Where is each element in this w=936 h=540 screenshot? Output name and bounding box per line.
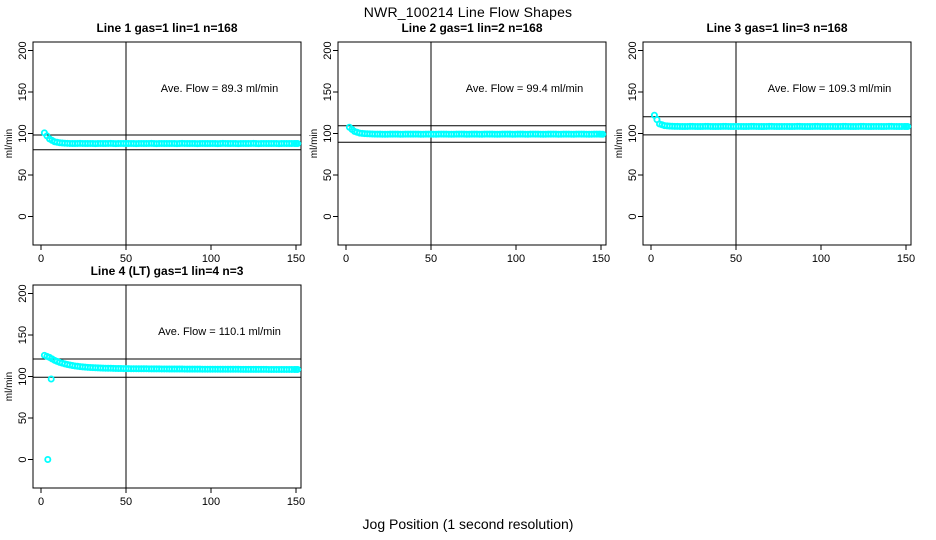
- panel-title: Line 4 (LT) gas=1 lin=4 n=3: [91, 264, 244, 278]
- x-tick-label: 150: [897, 253, 915, 262]
- flow-point: [904, 123, 912, 131]
- flow-panel-line-4: 0 50 100 150 0 50 100 150 200 ml/min Line 4 (LT) g…: [0, 261, 312, 508]
- x-tick-label: 50: [425, 253, 437, 262]
- x-tick-label: 100: [812, 253, 830, 262]
- flow-point: [294, 365, 302, 373]
- flow-outlier-point: [44, 455, 52, 463]
- x-tick-label: 50: [120, 496, 132, 505]
- y-tick-label: 100: [322, 124, 334, 142]
- x-tick-label: 0: [343, 253, 349, 262]
- ave-flow-annotation: Ave. Flow = 99.4 ml/min: [466, 83, 583, 95]
- x-tick-label: 100: [507, 253, 525, 262]
- y-tick-label: 100: [627, 124, 639, 142]
- x-tick-label: 150: [287, 496, 305, 505]
- flow-points-series: [40, 129, 302, 148]
- panel-title: Line 2 gas=1 lin=2 n=168: [401, 21, 542, 35]
- ave-flow-annotation: Ave. Flow = 110.1 ml/min: [158, 326, 281, 338]
- y-tick-label: 150: [627, 83, 639, 101]
- y-tick-label: 200: [17, 41, 29, 59]
- x-tick-label: 50: [730, 253, 742, 262]
- flow-points-series: [345, 123, 607, 138]
- x-tick-label: 0: [648, 253, 654, 262]
- x-tick-label: 150: [592, 253, 610, 262]
- y-tick-label: 0: [627, 213, 639, 219]
- x-tick-label: 100: [202, 496, 220, 505]
- flow-point: [599, 130, 607, 138]
- flow-point: [294, 140, 302, 148]
- y-tick-label: 100: [17, 124, 29, 142]
- y-tick-label: 200: [627, 41, 639, 59]
- x-axis-label: Jog Position (1 second resolution): [362, 516, 574, 532]
- y-tick-label: 50: [17, 412, 29, 424]
- y-tick-label: 100: [17, 367, 29, 385]
- y-tick-label: 0: [17, 456, 29, 462]
- y-axis-unit-label: ml/min: [309, 129, 320, 158]
- y-tick-label: 150: [322, 83, 334, 101]
- y-tick-label: 50: [17, 169, 29, 181]
- y-tick-label: 150: [17, 326, 29, 344]
- panel-svg: 0 50 100 150 0 50 100 150 200 ml/min Line 2 gas=1 …: [309, 21, 610, 265]
- y-tick-label: 200: [17, 284, 29, 302]
- ave-flow-annotation: Ave. Flow = 89.3 ml/min: [161, 83, 278, 95]
- panel-svg: 0 50 100 150 0 50 100 150 200 ml/min Line 4 (LT) g…: [4, 264, 305, 508]
- y-axis-unit-label: ml/min: [4, 129, 15, 158]
- y-tick-label: 0: [17, 213, 29, 219]
- y-tick-label: 50: [627, 169, 639, 181]
- panel-svg: 0 50 100 150 0 50 100 150 200 ml/min Line 3 gas=1 …: [614, 21, 915, 265]
- panel-title: Line 3 gas=1 lin=3 n=168: [706, 21, 847, 35]
- y-tick-label: 50: [322, 169, 334, 181]
- x-tick-label: 0: [38, 496, 44, 505]
- flow-panel-line-2: 0 50 100 150 0 50 100 150 200 ml/min Line 2 gas=1 …: [305, 18, 617, 265]
- plot-box: [32, 284, 302, 489]
- y-tick-label: 200: [322, 41, 334, 59]
- flow-outlier-point: [47, 375, 55, 383]
- flow-points-series: [40, 351, 302, 463]
- panel-title: Line 1 gas=1 lin=1 n=168: [96, 21, 237, 35]
- y-tick-label: 150: [17, 83, 29, 101]
- plot-box: [642, 41, 912, 246]
- y-tick-label: 0: [322, 213, 334, 219]
- plot-box: [337, 41, 607, 246]
- ave-flow-annotation: Ave. Flow = 109.3 ml/min: [768, 83, 892, 95]
- x-tick-label: 0: [38, 253, 44, 262]
- figure-title: NWR_100214 Line Flow Shapes: [363, 4, 573, 20]
- y-axis-unit-label: ml/min: [4, 372, 15, 401]
- flow-points-series: [650, 111, 912, 131]
- y-axis-unit-label: ml/min: [614, 129, 625, 158]
- flow-panel-line-3: 0 50 100 150 0 50 100 150 200 ml/min Line 3 gas=1 …: [610, 18, 922, 265]
- flow-panel-line-1: 0 50 100 150 0 50 100 150 200 ml/min Line 1 gas=1 …: [0, 18, 312, 265]
